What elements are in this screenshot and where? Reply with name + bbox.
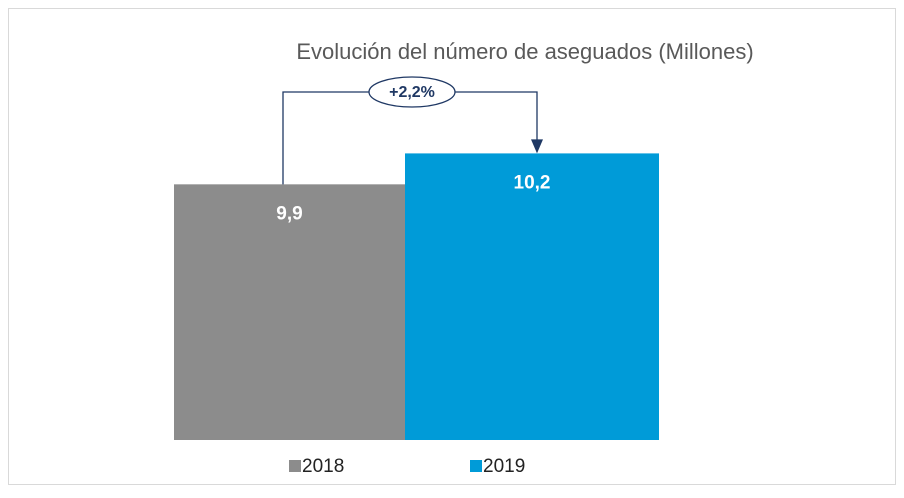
chart-title: Evolución del número de aseguados (Millo…	[296, 39, 753, 64]
bar	[405, 153, 659, 440]
data-label: 9,9	[276, 203, 302, 224]
legend-label: 2019	[483, 456, 525, 477]
legend-label: 2018	[302, 456, 344, 477]
data-label: 10,2	[514, 172, 551, 193]
annotation-bracket	[282, 91, 538, 185]
annotation-oval	[368, 76, 456, 108]
annotation: +2,2%	[389, 84, 435, 101]
legend-swatch	[470, 460, 482, 472]
bar	[174, 184, 405, 440]
annotation-arrow	[531, 139, 543, 154]
legend-swatch	[289, 460, 301, 472]
